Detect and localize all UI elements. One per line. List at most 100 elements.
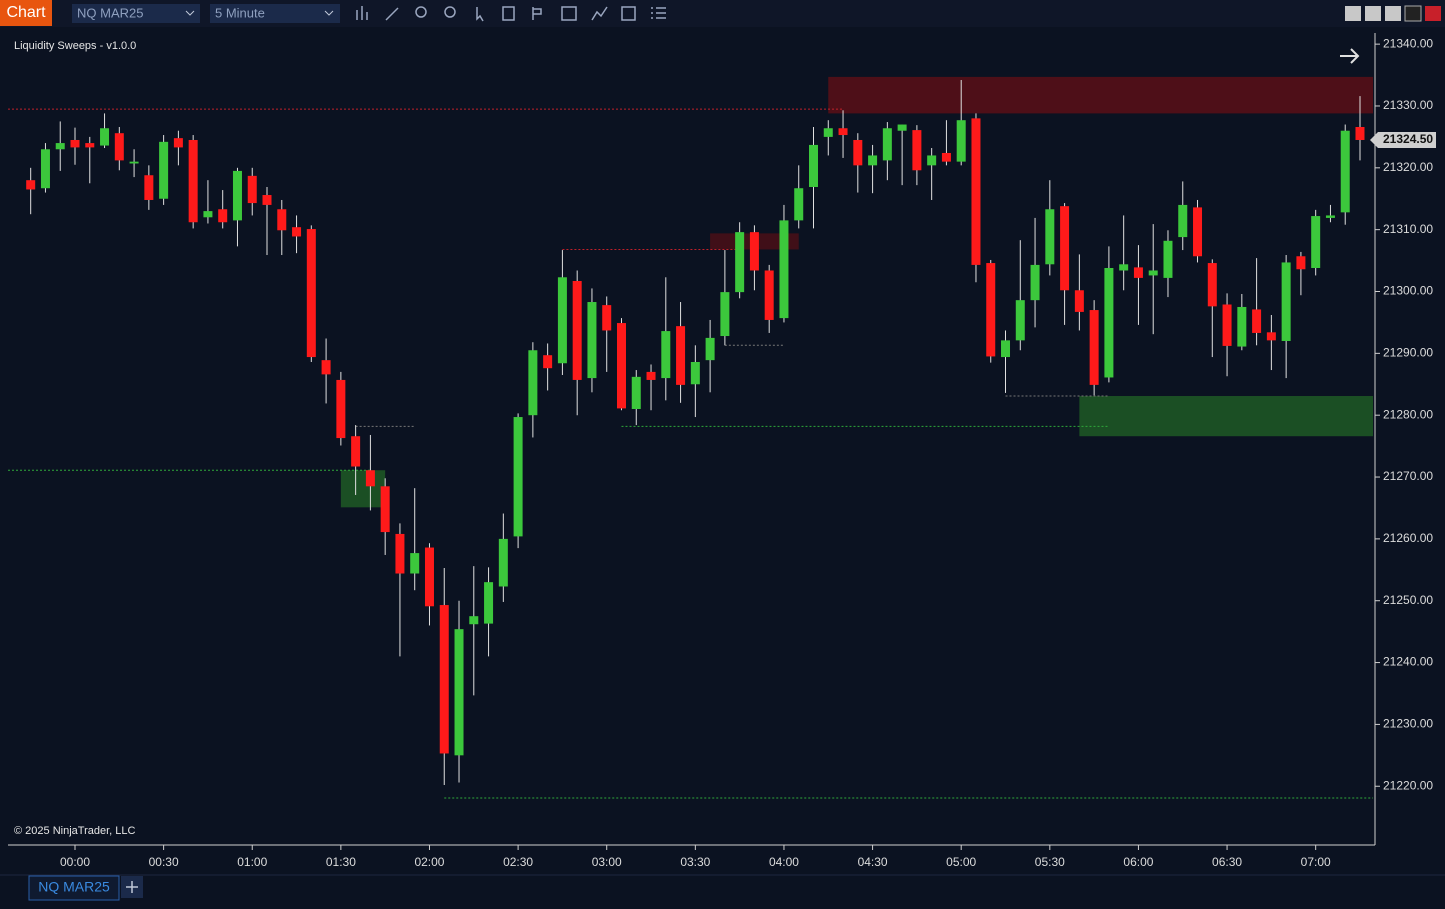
y-tick-label: 21340.00: [1383, 36, 1433, 50]
candle-body: [1296, 256, 1306, 270]
instrument-dropdown[interactable]: [72, 4, 200, 23]
candle-body: [321, 360, 331, 375]
candle-body: [1060, 206, 1070, 291]
icon-zoom-out[interactable]: [444, 6, 456, 18]
app-tab[interactable]: [0, 0, 52, 26]
maximize-button[interactable]: [1404, 5, 1422, 22]
last-price-box: [1370, 131, 1436, 148]
candle-body: [129, 161, 139, 164]
interval-dropdown[interactable]: [210, 4, 340, 23]
candle-body: [676, 326, 686, 385]
toolbar-icons: [356, 6, 666, 22]
candle-body: [85, 143, 95, 148]
window-button[interactable]: [1345, 6, 1361, 21]
candle-body: [188, 139, 198, 223]
candle-body: [1266, 332, 1276, 341]
candle-body: [1340, 130, 1350, 213]
icon-bars[interactable]: [356, 6, 368, 20]
x-tick-label: 03:30: [680, 855, 710, 869]
candle-body: [144, 175, 154, 200]
chart-tab[interactable]: [28, 875, 120, 901]
y-tick-label: 21330.00: [1383, 98, 1433, 112]
candle-body: [543, 355, 553, 369]
icon-pointer[interactable]: [476, 7, 484, 22]
candle-body: [1104, 268, 1114, 378]
candle-body: [882, 128, 892, 161]
candle-body: [513, 417, 523, 537]
candle-body: [941, 152, 951, 162]
dropdown-arrow: [185, 10, 195, 16]
candle-body: [232, 170, 242, 221]
window-button[interactable]: [1365, 6, 1381, 21]
y-tick-label: 21230.00: [1383, 717, 1433, 731]
candle-body: [1281, 262, 1291, 341]
icon-draw[interactable]: [385, 7, 399, 21]
minimize-button[interactable]: [1385, 6, 1401, 21]
candle-body: [484, 582, 494, 624]
x-tick-label: 06:30: [1212, 855, 1242, 869]
candle-body: [365, 470, 375, 487]
candle-body: [794, 188, 804, 221]
candle-body: [868, 155, 878, 166]
candle-body: [764, 270, 774, 320]
candle-body: [616, 323, 626, 409]
candle-body: [779, 220, 789, 319]
y-tick-label: 21240.00: [1383, 655, 1433, 669]
candle-body: [587, 302, 597, 379]
icon-data[interactable]: [502, 6, 515, 21]
candle-body: [247, 175, 257, 204]
candle-body: [631, 376, 641, 410]
scroll-arrow[interactable]: [1340, 48, 1360, 64]
candle-body: [557, 277, 567, 364]
candle-body: [439, 605, 449, 754]
candle-body: [70, 139, 80, 148]
candle-body: [1193, 207, 1203, 257]
candle-body: [749, 232, 759, 271]
candle-body: [1311, 216, 1321, 269]
candle-body: [971, 118, 981, 265]
y-tick-label: 21220.00: [1383, 778, 1433, 792]
icon-template[interactable]: [532, 7, 542, 20]
candle-body: [720, 292, 730, 337]
x-tick-label: 06:00: [1123, 855, 1153, 869]
sweep-zone: [1079, 396, 1373, 437]
candle-body: [1163, 240, 1173, 278]
candle-body: [823, 128, 833, 137]
y-tick-label: 21270.00: [1383, 469, 1433, 483]
icon-zoom-in[interactable]: [415, 6, 427, 18]
x-tick-label: 01:00: [237, 855, 267, 869]
candle-body: [277, 209, 287, 231]
app-label: Chart: [6, 4, 46, 21]
candle-body: [1001, 340, 1011, 358]
candle-body: [1207, 263, 1217, 307]
candle-body: [1325, 215, 1335, 218]
candle-body: [306, 229, 316, 358]
icon-properties[interactable]: [621, 6, 636, 21]
candle-body: [100, 128, 110, 146]
x-tick-label: 04:30: [858, 855, 888, 869]
icon-strategies[interactable]: [591, 6, 608, 21]
candle-body: [262, 195, 272, 205]
candle-body: [735, 232, 745, 293]
candle-body: [1133, 267, 1143, 278]
candle-body: [1178, 204, 1188, 238]
copyright: © 2025 NinjaTrader, LLC: [14, 825, 135, 837]
candle-body: [572, 280, 582, 380]
tab-label: NQ MAR25: [38, 879, 110, 895]
x-tick-label: 02:00: [414, 855, 444, 869]
candle-body: [173, 138, 183, 148]
x-tick-label: 02:30: [503, 855, 533, 869]
candle-body: [203, 211, 213, 218]
candle-body: [986, 263, 996, 357]
candle-body: [159, 141, 169, 199]
interval: 5 Minute: [215, 5, 265, 20]
candle-body: [1237, 306, 1247, 347]
candle-body: [40, 149, 50, 189]
candle-body: [498, 538, 508, 587]
close-button[interactable]: [1425, 6, 1441, 21]
y-tick-label: 21290.00: [1383, 346, 1433, 360]
candle-body: [646, 371, 656, 380]
y-tick-label: 21300.00: [1383, 284, 1433, 298]
icon-list[interactable]: [651, 7, 666, 19]
icon-indicators[interactable]: [561, 6, 577, 21]
